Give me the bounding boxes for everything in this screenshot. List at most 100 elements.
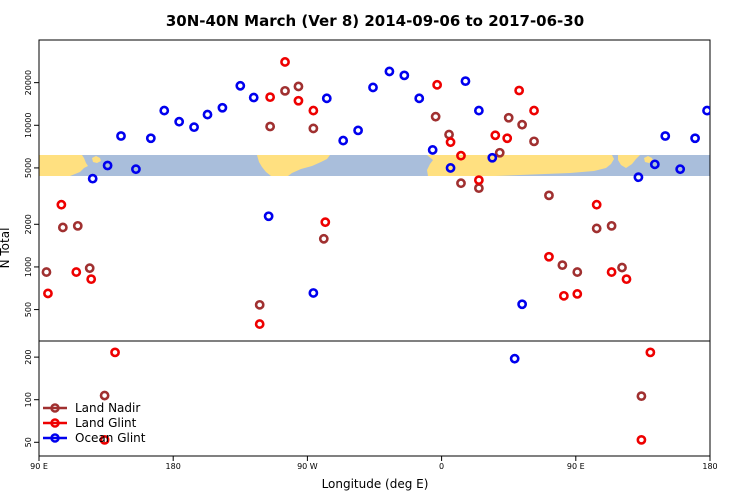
y-upper-tick-label: 20000 xyxy=(24,70,33,95)
land-glint-point xyxy=(445,137,456,148)
ocean-glint-point xyxy=(248,92,259,103)
world-map-band xyxy=(39,155,710,176)
land-glint-point xyxy=(432,79,443,90)
ocean-glint-point xyxy=(460,76,471,87)
ocean-glint-point xyxy=(399,70,410,81)
land-glint-point xyxy=(490,130,501,141)
land-japan-west xyxy=(92,156,101,163)
x-axis-label: Longitude (deg E) xyxy=(322,477,429,491)
points-upper xyxy=(41,57,710,329)
x-tick-label: 180 xyxy=(166,462,181,471)
land-north-america xyxy=(257,155,330,176)
land-nadir-point xyxy=(444,129,454,140)
ocean-glint-point xyxy=(131,164,141,175)
x-tick-label: 0 xyxy=(439,462,444,471)
ocean-glint-point xyxy=(690,133,700,144)
land-nadir-point xyxy=(544,190,554,201)
y-upper-tick-label: 500 xyxy=(24,302,33,317)
land-glint-point xyxy=(71,267,82,277)
land-glint-point xyxy=(529,105,539,116)
land-glint-point xyxy=(514,85,525,96)
ocean-glint-point xyxy=(174,116,185,127)
land-nadir-point xyxy=(572,267,583,277)
ocean-glint-point xyxy=(353,125,363,136)
ocean-glint-point xyxy=(473,105,484,116)
points-lower xyxy=(99,347,656,445)
land-glint-point xyxy=(86,274,97,285)
y-upper-tick-label: 5000 xyxy=(24,158,33,178)
y-upper-tick-label: 2000 xyxy=(24,214,33,234)
ocean-glint-point xyxy=(633,172,644,183)
land-glint-point xyxy=(544,251,554,262)
land-eurasia xyxy=(427,155,614,176)
land-nadir-point xyxy=(293,81,304,92)
land-nadir-point xyxy=(636,391,647,402)
land-nadir-point xyxy=(57,222,68,233)
legend-marker-land-glint xyxy=(50,418,60,428)
land-glint-point xyxy=(456,150,466,161)
land-glint-point xyxy=(293,95,304,106)
land-nadir-point xyxy=(265,121,276,132)
land-glint-point xyxy=(56,199,67,210)
map-land xyxy=(39,155,653,176)
land-glint-point xyxy=(99,434,110,445)
y-axis-label: N Total xyxy=(0,228,12,269)
land-nadir-point xyxy=(494,147,505,158)
ocean-glint-point xyxy=(445,163,456,173)
land-glint-point xyxy=(308,105,319,116)
land-nadir-point xyxy=(473,183,484,194)
land-glint-point xyxy=(591,199,602,210)
ocean-glint-point xyxy=(384,66,395,77)
land-nadir-point xyxy=(517,119,528,130)
land-nadir-point xyxy=(430,111,441,122)
land-nadir-point xyxy=(99,390,110,401)
land-nadir-point xyxy=(84,263,95,274)
y-axis-upper: 500 1000 2000 5000 10000 20000 xyxy=(24,70,39,317)
x-tick-label: 180 xyxy=(702,462,717,471)
land-nadir-point xyxy=(318,233,329,244)
chart-title: 30N-40N March (Ver 8) 2014-09-06 to 2017… xyxy=(166,12,584,30)
ocean-glint-point xyxy=(414,93,425,104)
land-asia-east xyxy=(618,155,640,168)
legend-marker-land-nadir xyxy=(50,403,60,413)
land-nadir-point xyxy=(503,112,514,123)
land-glint-point xyxy=(265,92,276,103)
x-axis: 90 E 180 90 W 0 90 E 180 xyxy=(30,456,718,471)
land-glint-point xyxy=(110,347,120,358)
ocean-glint-point xyxy=(217,102,228,113)
land-glint-point xyxy=(502,133,513,144)
ocean-glint-point xyxy=(145,133,156,144)
y-upper-tick-label: 1000 xyxy=(24,257,33,277)
land-nadir-point xyxy=(308,123,319,134)
land-nadir-point xyxy=(529,136,539,147)
ocean-glint-point xyxy=(660,131,671,141)
x-tick-label: 90 W xyxy=(297,462,318,471)
legend-marker-ocean-glint xyxy=(50,433,60,443)
ocean-glint-point xyxy=(702,105,710,116)
ocean-glint-point xyxy=(159,105,170,116)
ocean-glint-point xyxy=(509,353,520,364)
land-nadir-point xyxy=(280,85,290,96)
land-glint-point xyxy=(636,434,647,445)
ocean-glint-point xyxy=(338,135,349,146)
legend-label-land-glint: Land Glint xyxy=(75,416,137,430)
ocean-glint-point xyxy=(368,82,378,93)
land-glint-point xyxy=(254,319,265,329)
y-axis-lower: 50 100 200 xyxy=(24,349,39,447)
x-tick-label: 90 E xyxy=(567,462,585,471)
land-nadir-point xyxy=(606,220,617,231)
land-nadir-point xyxy=(456,178,466,189)
legend-label-land-nadir: Land Nadir xyxy=(75,401,140,415)
ocean-glint-point xyxy=(321,93,332,104)
land-glint-point xyxy=(621,274,632,285)
x-tick-label: 90 E xyxy=(30,462,48,471)
land-nadir-point xyxy=(617,262,627,273)
land-glint-point xyxy=(558,290,569,301)
land-glint-point xyxy=(606,267,617,277)
y-lower-tick-label: 50 xyxy=(24,437,33,447)
y-lower-tick-label: 200 xyxy=(24,349,33,364)
ocean-glint-point xyxy=(87,173,98,184)
y-lower-tick-label: 100 xyxy=(24,392,33,407)
lower-panel-frame xyxy=(38,340,711,457)
